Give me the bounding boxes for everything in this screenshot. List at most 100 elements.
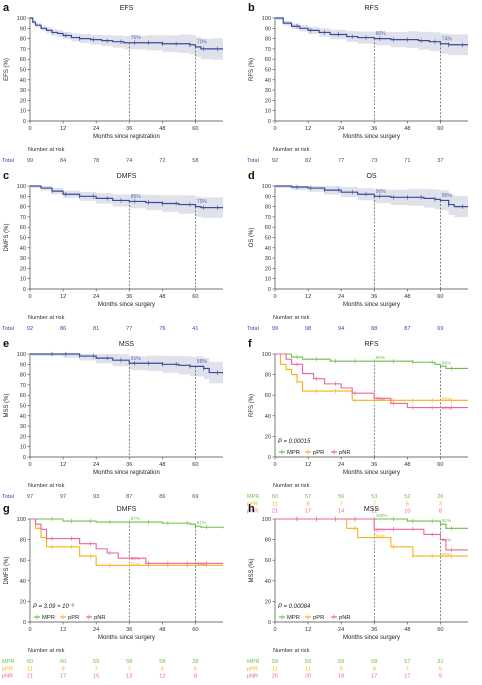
- risk-count: 9: [439, 674, 442, 680]
- risk-count: 94: [338, 326, 344, 332]
- y-tick-label: 20: [20, 98, 26, 104]
- marker-value-label: 88%: [197, 359, 208, 365]
- risk-count: 93: [93, 494, 99, 500]
- x-tick-label: 36: [126, 627, 132, 633]
- y-tick-label: 90: [20, 194, 26, 200]
- marker-value-label: 91%: [442, 518, 451, 523]
- risk-count: 10: [404, 509, 410, 515]
- risk-count: 13: [126, 674, 132, 680]
- km-curve-mpr: [275, 353, 468, 369]
- risk-count: 18: [338, 674, 344, 680]
- km-curve-pnr: [275, 518, 468, 551]
- risk-table-title: Number at risk: [28, 147, 65, 153]
- marker-value-label: 70%: [197, 39, 208, 45]
- risk-count: 3: [439, 501, 442, 507]
- x-tick-label: 36: [371, 627, 377, 633]
- x-tick-label: 60: [192, 294, 198, 300]
- risk-row-label: MPR: [247, 659, 259, 665]
- x-tick-label: 60: [437, 294, 443, 300]
- risk-count: 11: [27, 666, 33, 672]
- x-tick-label: 48: [159, 294, 165, 300]
- x-tick-label: 24: [338, 462, 344, 468]
- y-tick-label: 70: [20, 215, 26, 221]
- risk-count: 21: [272, 509, 278, 515]
- risk-count: 59: [305, 659, 311, 665]
- legend-label: pNR: [94, 615, 106, 621]
- y-tick-label: 20: [265, 599, 271, 605]
- risk-count: 73: [371, 158, 377, 164]
- panel-c: c DMFS 0 10 20 30 40 50 60 70 80 90 100 0 12 24 36 48 60 DM…: [2, 170, 223, 332]
- risk-row-label: pNR: [247, 509, 258, 515]
- marker-value-label: 57%: [197, 561, 206, 566]
- y-tick-label: 80: [20, 37, 26, 43]
- y-tick-label: 0: [268, 119, 271, 125]
- marker-value-label: 93%: [376, 355, 385, 360]
- y-tick-label: 0: [23, 620, 26, 626]
- panel-letter: b: [248, 2, 255, 14]
- risk-row-label: pPR: [247, 501, 258, 507]
- risk-row-label: MPR: [247, 494, 259, 500]
- risk-count: 6: [161, 666, 164, 672]
- risk-count: 78: [93, 158, 99, 164]
- x-tick-label: 12: [305, 627, 311, 633]
- risk-count: 69: [192, 494, 198, 500]
- km-curve: [275, 17, 468, 46]
- x-tick-label: 48: [159, 126, 165, 132]
- panel-title: OS: [366, 173, 376, 180]
- y-tick-label: 10: [20, 445, 26, 451]
- x-tick-label: 0: [273, 126, 276, 132]
- x-axis-label: Months since registration: [93, 134, 160, 140]
- x-tick-label: 48: [404, 627, 410, 633]
- panel-title: MSS: [119, 341, 135, 348]
- confidence-band: [30, 18, 223, 61]
- panel-letter: e: [3, 338, 9, 350]
- y-tick-label: 30: [20, 256, 26, 262]
- legend-label: MPR: [42, 615, 55, 621]
- risk-count: 59: [93, 659, 99, 665]
- risk-table-title: Number at risk: [28, 483, 65, 489]
- y-tick-label: 80: [20, 205, 26, 211]
- marker-value-label: 97%: [131, 516, 140, 521]
- p-value: P = 0.00084: [278, 604, 311, 610]
- y-tick-label: 100: [262, 517, 271, 523]
- risk-count: 7: [95, 666, 98, 672]
- marker-value-label: 91%: [131, 356, 142, 362]
- risk-count: 11: [272, 501, 278, 507]
- x-tick-label: 48: [404, 126, 410, 132]
- x-tick-label: 12: [305, 462, 311, 468]
- y-tick-label: 40: [20, 579, 26, 585]
- risk-table-title: Number at risk: [28, 315, 65, 321]
- risk-count: 57: [404, 659, 410, 665]
- marker-value-label: 90%: [376, 189, 387, 195]
- y-tick-label: 70: [265, 47, 271, 53]
- risk-count: 21: [27, 674, 33, 680]
- km-curve-ppr: [30, 518, 223, 566]
- marker-value-label: 55%: [131, 556, 140, 561]
- risk-row-label: Total: [247, 158, 259, 164]
- risk-count: 20: [305, 674, 311, 680]
- marker-value-label: 90%: [376, 534, 385, 539]
- x-tick-label: 12: [305, 126, 311, 132]
- risk-count: 37: [437, 158, 443, 164]
- y-tick-label: 30: [265, 88, 271, 94]
- y-tick-label: 80: [265, 205, 271, 211]
- x-tick-label: 0: [273, 462, 276, 468]
- x-tick-label: 36: [126, 126, 132, 132]
- panel-letter: h: [248, 503, 255, 515]
- marker-value-label: 76%: [131, 35, 142, 41]
- y-tick-label: 80: [265, 37, 271, 43]
- risk-row-label: Total: [2, 326, 14, 332]
- x-tick-label: 12: [305, 294, 311, 300]
- y-tick-label: 0: [23, 455, 26, 461]
- risk-count: 92: [272, 158, 278, 164]
- x-axis-label: Months since surgery: [343, 302, 400, 308]
- panel-g: g DMFS 0 20 40 60 80 100 0 12 24 36 48 60 DMFS (%) Mont…: [2, 503, 224, 680]
- x-tick-label: 24: [93, 627, 99, 633]
- x-tick-label: 24: [338, 627, 344, 633]
- y-tick-label: 20: [20, 599, 26, 605]
- x-tick-label: 24: [93, 126, 99, 132]
- risk-count: 98: [305, 326, 311, 332]
- risk-count: 81: [93, 326, 99, 332]
- y-tick-label: 90: [265, 194, 271, 200]
- risk-count: 53: [371, 494, 377, 500]
